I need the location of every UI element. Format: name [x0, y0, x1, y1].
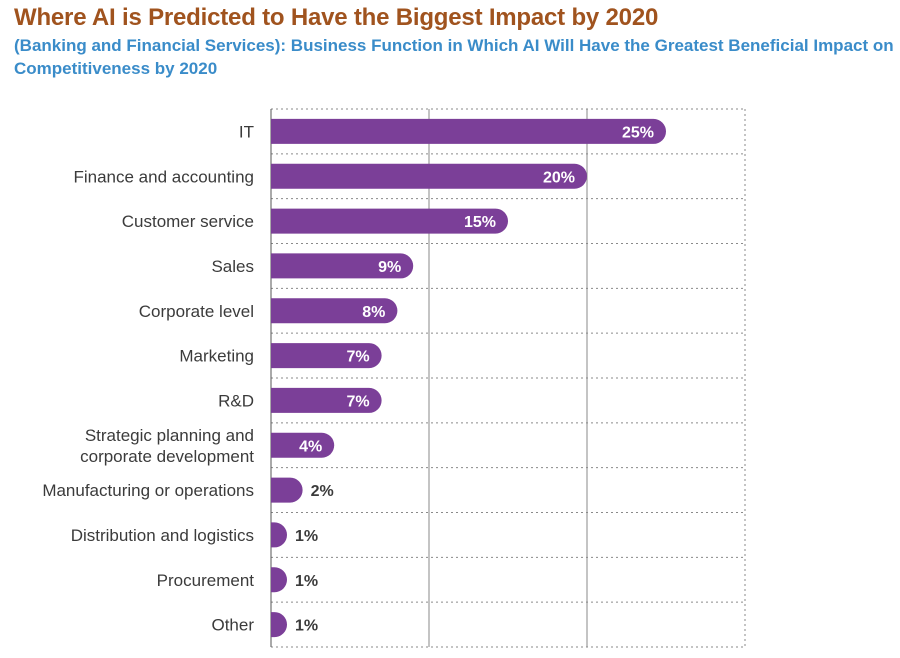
category-label: Customer service: [122, 212, 254, 231]
category-label: corporate development: [80, 447, 254, 466]
category-label: R&D: [218, 391, 254, 410]
category-label: Distribution and logistics: [71, 526, 254, 545]
bar: [271, 208, 508, 234]
bar: [271, 432, 335, 458]
category-label: Procurement: [157, 571, 255, 590]
bar: [271, 298, 398, 324]
category-label: IT: [239, 122, 254, 141]
bar: [271, 567, 287, 593]
bar: [271, 477, 303, 503]
chart-subtitle: (Banking and Financial Services): Busine…: [14, 36, 894, 78]
chart-title: Where AI is Predicted to Have the Bigges…: [14, 4, 659, 31]
category-label: Other: [211, 616, 254, 635]
data-label: 9%: [378, 259, 401, 276]
category-label: Finance and accounting: [73, 167, 254, 186]
data-label: 8%: [362, 304, 385, 321]
category-label: Corporate level: [139, 302, 254, 321]
data-label: 7%: [346, 393, 369, 410]
data-label: 1%: [295, 618, 318, 635]
data-label: 20%: [543, 169, 575, 186]
category-label: Strategic planning and: [85, 426, 254, 445]
category-label: Manufacturing or operations: [42, 481, 254, 500]
bar: [271, 163, 587, 189]
bar: [271, 253, 414, 279]
data-label: 15%: [464, 214, 496, 231]
category-label: Sales: [211, 257, 254, 276]
bar: [271, 118, 666, 144]
data-label: 4%: [299, 438, 322, 455]
bar: [271, 343, 382, 369]
data-label: 7%: [346, 349, 369, 366]
bar: [271, 522, 287, 548]
bar: [271, 612, 287, 638]
data-label: 2%: [311, 483, 334, 500]
data-label: 1%: [295, 573, 318, 590]
data-label: 25%: [622, 124, 654, 141]
category-label: Marketing: [179, 347, 254, 366]
data-label: 1%: [295, 528, 318, 545]
bar: [271, 387, 382, 413]
